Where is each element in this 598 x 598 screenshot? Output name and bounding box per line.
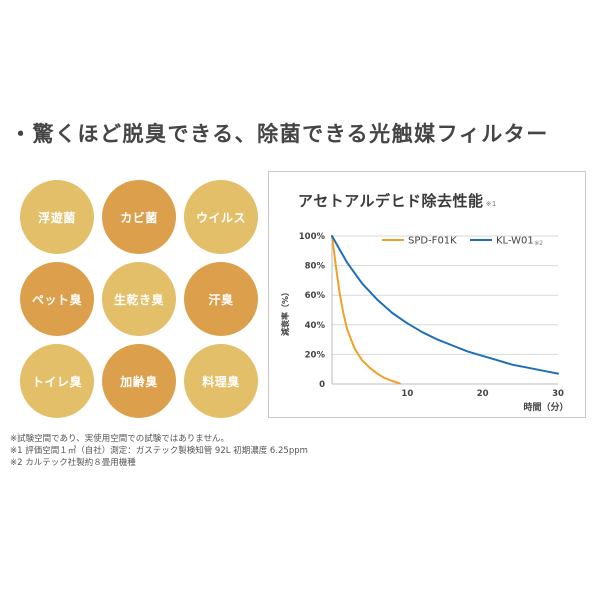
circle-label: トイレ臭 (31, 374, 82, 389)
y-axis-title: 減衰率（%） (280, 288, 290, 336)
footnotes: ※試験空間であり、実使用空間での試験ではありません。 ※1 評価空間１㎥（自社）… (10, 433, 308, 469)
y-tick-label: 40% (305, 321, 326, 331)
legend-label: KL-W01 (496, 236, 534, 247)
circle-sweat-odor: 汗臭 (184, 262, 258, 336)
circle-pet-odor: ペット臭 (20, 262, 94, 336)
circle-aging-odor: 加齢臭 (102, 344, 176, 418)
x-tick-label: 30 (552, 389, 564, 399)
circle-label: 加齢臭 (120, 374, 158, 389)
chart-title: アセトアルデヒド除去性能 ※1 (298, 190, 497, 211)
legend-label: SPD-F01K (408, 236, 457, 247)
chart-title-text: アセトアルデヒド除去性能 (298, 192, 484, 210)
y-tick-label: 20% (305, 350, 326, 360)
circle-airborne-bacteria: 浮遊菌 (20, 180, 94, 254)
circle-label: 汗臭 (208, 292, 234, 307)
circle-label: ペット臭 (31, 292, 82, 307)
footnote: ※1 評価空間１㎥（自社）測定：ガステック製検知管 92L 初期濃度 6.25p… (10, 446, 308, 456)
chart-title-note: ※1 (485, 200, 497, 208)
y-tick-label: 100% (299, 232, 326, 242)
circle-toilet-odor: トイレ臭 (20, 344, 94, 418)
circle-virus: ウイルス (184, 180, 258, 254)
circle-label: 浮遊菌 (38, 210, 76, 225)
footnote: ※2 カルテック社製約８畳用機種 (10, 458, 136, 468)
x-axis-title: 時間（分） (523, 401, 568, 413)
circle-damp-laundry-odor: 生乾き臭 (102, 262, 176, 336)
x-tick-label: 20 (477, 389, 489, 399)
circle-mold: カビ菌 (102, 180, 176, 254)
x-tick-label: 10 (401, 389, 413, 399)
footnote: ※試験空間であり、実使用空間での試験ではありません。 (10, 434, 229, 444)
y-tick-label: 0 (319, 380, 325, 390)
y-tick-label: 80% (305, 262, 326, 272)
series-line (331, 235, 401, 385)
page-heading: ・驚くほど脱臭できる、除菌できる光触媒フィルター (10, 122, 549, 146)
series-line (331, 235, 559, 375)
circle-label: 料理臭 (202, 374, 240, 389)
legend-note: ※2 (534, 240, 543, 247)
circle-cooking-odor: 料理臭 (184, 344, 258, 418)
y-tick-label: 60% (305, 291, 326, 301)
circle-label: 生乾き臭 (113, 292, 164, 307)
circle-label: ウイルス (195, 210, 246, 225)
circle-label: カビ菌 (120, 210, 158, 225)
chart-panel (268, 171, 586, 418)
